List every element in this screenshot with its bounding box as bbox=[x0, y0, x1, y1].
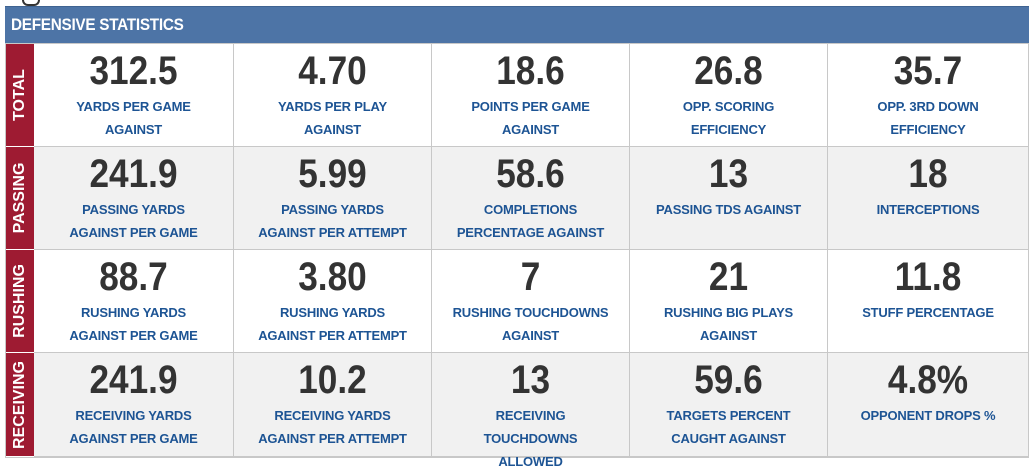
stat-label: RECEIVING YARDS AGAINST PER ATTEMPT bbox=[258, 408, 407, 446]
stat-label: RUSHING TOUCHDOWNS AGAINST bbox=[452, 305, 609, 343]
stat-cell: 5.99 PASSING YARDS AGAINST PER ATTEMPT bbox=[234, 147, 432, 250]
stat-value: 13 bbox=[510, 358, 551, 402]
shield-icon bbox=[22, 0, 40, 6]
stat-label: TARGETS PERCENT CAUGHT AGAINST bbox=[666, 408, 791, 446]
stat-value: 59.6 bbox=[694, 358, 763, 402]
stat-label: OPPONENT DROPS % bbox=[860, 408, 996, 423]
stat-cell: 11.8 STUFF PERCENTAGE bbox=[828, 250, 1028, 353]
stat-label: COMPLETIONS PERCENTAGE AGAINST bbox=[456, 202, 605, 240]
stats-row-receiving: RECEIVING 241.9 RECEIVING YARDS AGAINST P… bbox=[6, 353, 1028, 469]
stat-label: STUFF PERCENTAGE bbox=[862, 305, 994, 320]
row-label-rushing: RUSHING bbox=[6, 250, 34, 353]
stat-cell: 7 RUSHING TOUCHDOWNS AGAINST bbox=[432, 250, 630, 353]
stat-value: 312.5 bbox=[89, 49, 178, 93]
stat-cell: 13 PASSING TDS AGAINST bbox=[630, 147, 828, 250]
stat-cell: 35.7 OPP. 3RD DOWN EFFICIENCY bbox=[828, 44, 1028, 147]
stat-cell: 18 INTERCEPTIONS bbox=[828, 147, 1028, 250]
stat-cell: 59.6 TARGETS PERCENT CAUGHT AGAINST bbox=[630, 353, 828, 457]
stats-row-rushing: RUSHING 88.7 RUSHING YARDS AGAINST PER GA… bbox=[6, 250, 1028, 353]
stat-value: 13 bbox=[708, 152, 749, 196]
row-label-text: TOTAL bbox=[11, 69, 28, 121]
stat-cell: 13 RECEIVING TOUCHDOWNS ALLOWED bbox=[432, 353, 630, 469]
stat-label: POINTS PER GAME AGAINST bbox=[471, 99, 590, 137]
stat-value: 5.99 bbox=[298, 152, 367, 196]
stats-row-total: TOTAL 312.5 YARDS PER GAME AGAINST 4.70 YA… bbox=[6, 44, 1028, 147]
stat-label: INTERCEPTIONS bbox=[876, 202, 980, 217]
stat-label: PASSING YARDS AGAINST PER GAME bbox=[69, 202, 198, 240]
stat-value: 35.7 bbox=[893, 49, 963, 93]
stat-cell: 10.2 RECEIVING YARDS AGAINST PER ATTEMPT bbox=[234, 353, 432, 457]
stat-label: PASSING YARDS AGAINST PER ATTEMPT bbox=[258, 202, 407, 240]
stat-value: 10.2 bbox=[298, 358, 367, 402]
stat-value: 18.6 bbox=[496, 49, 565, 93]
stat-cell: 26.8 OPP. SCORING EFFICIENCY bbox=[630, 44, 828, 147]
stat-label: YARDS PER PLAY AGAINST bbox=[278, 99, 387, 137]
stat-value: 241.9 bbox=[89, 152, 178, 196]
stat-cell: 21 RUSHING BIG PLAYS AGAINST bbox=[630, 250, 828, 353]
stat-cell: 58.6 COMPLETIONS PERCENTAGE AGAINST bbox=[432, 147, 630, 250]
stat-label: RUSHING BIG PLAYS AGAINST bbox=[663, 305, 794, 343]
row-label-text: RECEIVING bbox=[11, 360, 28, 449]
stat-value: 88.7 bbox=[99, 255, 168, 299]
stat-label: PASSING TDS AGAINST bbox=[656, 202, 801, 217]
row-label-receiving: RECEIVING bbox=[6, 353, 34, 457]
stat-value: 3.80 bbox=[298, 255, 367, 299]
stats-row-passing: PASSING 241.9 PASSING YARDS AGAINST PER G… bbox=[6, 147, 1028, 250]
row-label-text: PASSING bbox=[11, 162, 28, 234]
stat-value: 58.6 bbox=[496, 152, 565, 196]
stat-cell: 241.9 PASSING YARDS AGAINST PER GAME bbox=[34, 147, 234, 250]
row-label-passing: PASSING bbox=[6, 147, 34, 250]
stat-value: 11.8 bbox=[894, 255, 962, 299]
stat-cell: 4.70 YARDS PER PLAY AGAINST bbox=[234, 44, 432, 147]
stat-cell: 3.80 RUSHING YARDS AGAINST PER ATTEMPT bbox=[234, 250, 432, 353]
stat-value: 18 bbox=[908, 152, 948, 196]
stat-label: RUSHING YARDS AGAINST PER ATTEMPT bbox=[258, 305, 407, 343]
stat-value: 7 bbox=[520, 255, 541, 299]
row-label-total: TOTAL bbox=[6, 44, 34, 147]
stat-value: 4.8% bbox=[887, 358, 969, 402]
stat-value: 241.9 bbox=[89, 358, 178, 402]
stat-label: YARDS PER GAME AGAINST bbox=[76, 99, 191, 137]
stat-cell: 18.6 POINTS PER GAME AGAINST bbox=[432, 44, 630, 147]
stat-cell: 241.9 RECEIVING YARDS AGAINST PER GAME bbox=[34, 353, 234, 457]
stat-cell: 88.7 RUSHING YARDS AGAINST PER GAME bbox=[34, 250, 234, 353]
stats-grid: TOTAL 312.5 YARDS PER GAME AGAINST 4.70 YA… bbox=[5, 43, 1029, 469]
stat-cell: 312.5 YARDS PER GAME AGAINST bbox=[34, 44, 234, 147]
stat-label: RUSHING YARDS AGAINST PER GAME bbox=[69, 305, 198, 343]
stat-value: 4.70 bbox=[298, 49, 367, 93]
stat-value: 26.8 bbox=[694, 49, 763, 93]
stat-cell: 4.8% OPPONENT DROPS % bbox=[828, 353, 1028, 457]
row-label-text: RUSHING bbox=[11, 264, 28, 338]
section-title: DEFENSIVE STATISTICS bbox=[11, 15, 184, 34]
stat-label: OPP. 3RD DOWN EFFICIENCY bbox=[877, 99, 979, 137]
stat-label: RECEIVING TOUCHDOWNS ALLOWED bbox=[483, 408, 578, 469]
section-header: DEFENSIVE STATISTICS bbox=[5, 6, 1029, 43]
stat-value: 21 bbox=[708, 255, 749, 299]
stat-label: RECEIVING YARDS AGAINST PER GAME bbox=[69, 408, 198, 446]
stat-label: OPP. SCORING EFFICIENCY bbox=[682, 99, 775, 137]
